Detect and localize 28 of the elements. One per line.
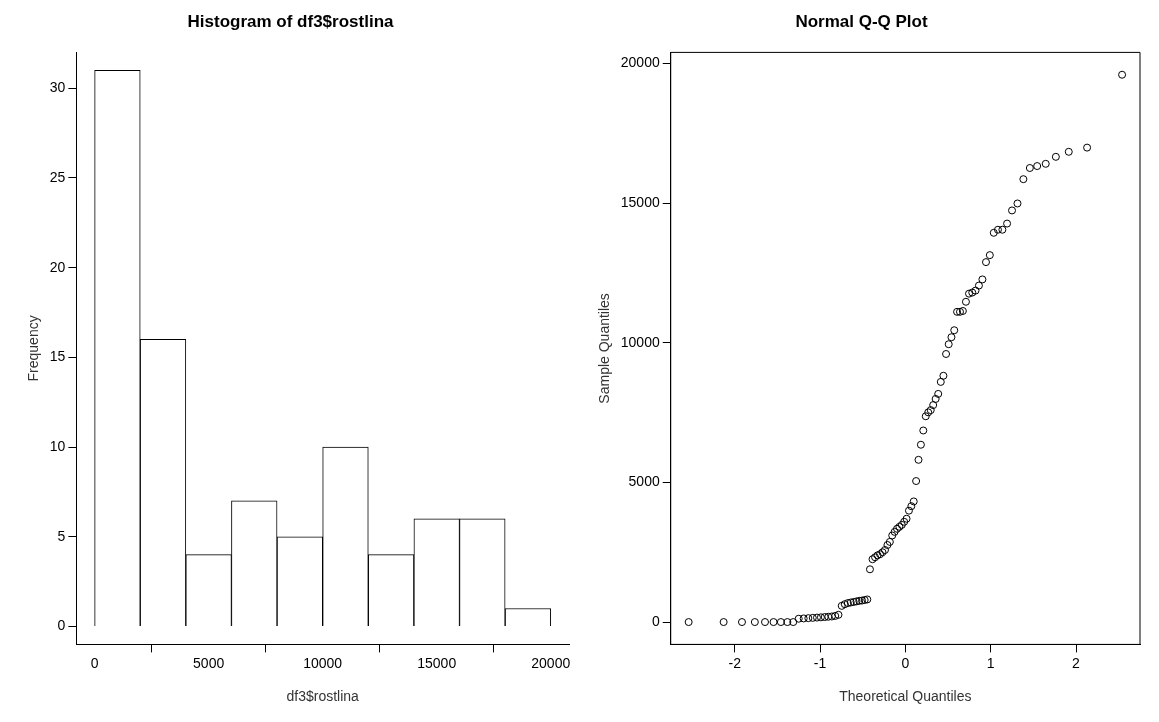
y-tick-label: 15000: [620, 194, 660, 211]
x-axis-title: df3$rostlina: [286, 688, 360, 705]
y-tick-label: 5: [57, 527, 66, 544]
x-tick-label: 10000: [303, 654, 343, 671]
y-axis-title: Sample Quantiles: [596, 293, 613, 404]
x-tick-label: 15000: [417, 654, 457, 671]
chart-title: Histogram of df3$rostlina: [187, 11, 394, 31]
y-tick-label: 25: [49, 168, 66, 185]
x-tick-label: 0: [90, 654, 99, 671]
x-tick-label: 20000: [531, 654, 571, 671]
y-tick-label: 0: [57, 617, 66, 634]
x-tick-label: -1: [813, 654, 827, 671]
y-tick-label: 5000: [628, 473, 660, 490]
x-tick-label: 0: [901, 654, 910, 671]
y-tick-label: 30: [49, 79, 66, 96]
y-tick-label: 20: [49, 258, 66, 275]
y-tick-label: 15: [49, 348, 66, 365]
y-axis-title: Frequency: [25, 315, 42, 382]
y-tick-label: 20000: [620, 54, 660, 71]
chart-title: Normal Q-Q Plot: [795, 11, 928, 31]
y-tick-label: 10: [49, 437, 66, 454]
x-tick-label: 2: [1072, 654, 1081, 671]
x-tick-label: 5000: [193, 654, 225, 671]
x-axis-title: Theoretical Quantiles: [839, 688, 972, 705]
x-tick-label: 1: [986, 654, 995, 671]
x-tick-label: -2: [728, 654, 742, 671]
y-tick-label: 0: [651, 612, 660, 629]
y-tick-label: 10000: [620, 333, 660, 350]
